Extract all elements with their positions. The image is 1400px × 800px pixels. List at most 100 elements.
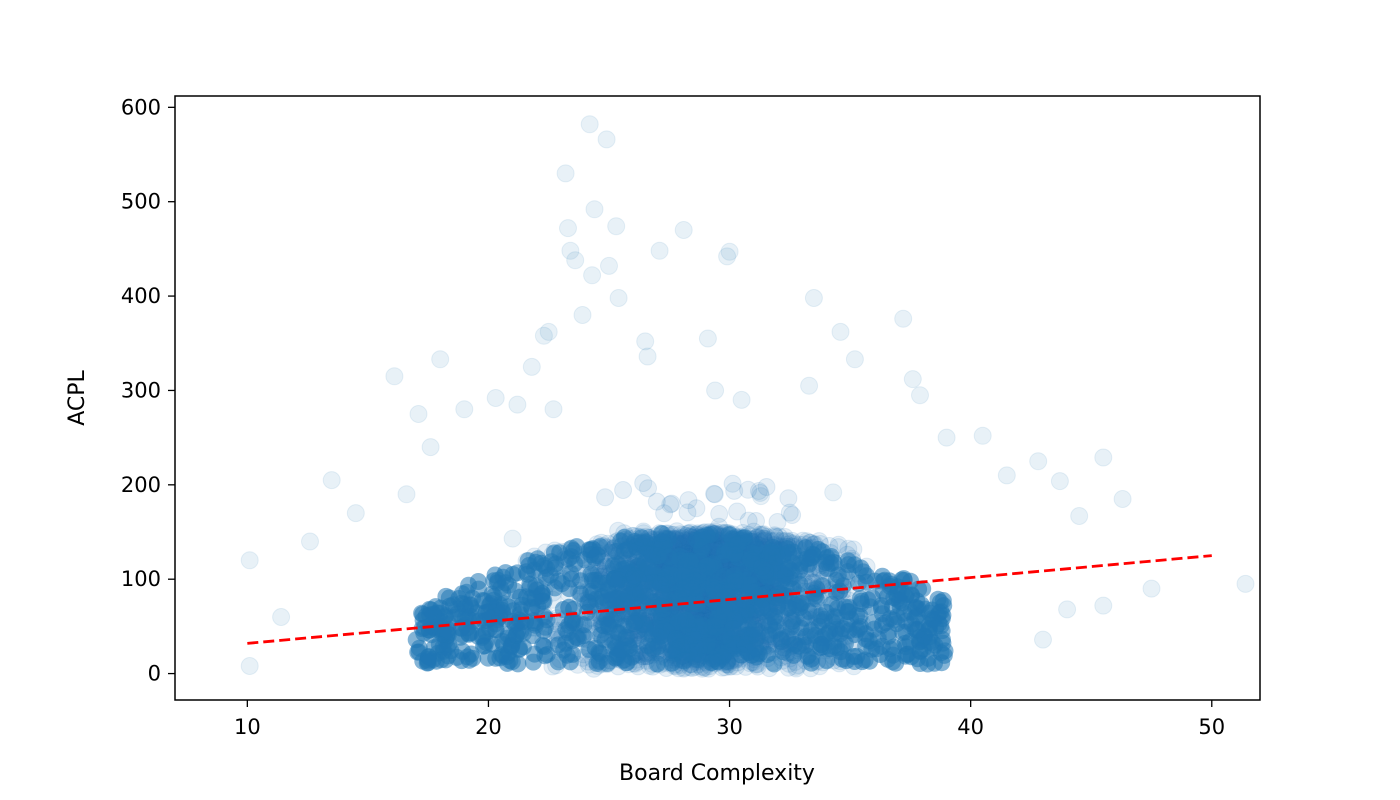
scatter-point bbox=[902, 572, 920, 590]
scatter-point bbox=[560, 616, 578, 634]
scatter-point bbox=[448, 648, 466, 666]
scatter-point bbox=[768, 589, 786, 607]
scatter-point bbox=[936, 642, 954, 660]
scatter-point bbox=[926, 654, 943, 672]
scatter-point bbox=[744, 626, 761, 644]
scatter-point bbox=[634, 474, 653, 492]
scatter-point bbox=[563, 632, 581, 650]
scatter-point bbox=[691, 552, 709, 570]
scatter-point bbox=[584, 571, 601, 589]
scatter-point bbox=[661, 495, 680, 514]
scatter-point bbox=[747, 639, 765, 657]
scatter-point bbox=[667, 630, 685, 648]
scatter-point bbox=[716, 627, 733, 645]
scatter-point bbox=[556, 164, 575, 183]
scatter-point bbox=[566, 251, 585, 270]
scatter-point bbox=[659, 530, 677, 548]
scatter-point bbox=[894, 309, 913, 328]
scatter-point bbox=[911, 655, 929, 672]
scatter-point bbox=[596, 488, 615, 507]
scatter-point bbox=[346, 504, 365, 523]
scatter-point bbox=[857, 637, 875, 655]
scatter-point bbox=[397, 485, 416, 504]
y-tick-label: 200 bbox=[121, 473, 161, 497]
scatter-point bbox=[800, 376, 819, 395]
scatter-point bbox=[576, 551, 593, 569]
scatter-point bbox=[460, 625, 478, 643]
scatter-point bbox=[1034, 630, 1052, 649]
scatter-point bbox=[614, 481, 633, 499]
scatter-point bbox=[836, 635, 854, 653]
scatter-point bbox=[409, 405, 428, 423]
y-axis: 0 100 200 300 400 500 600 bbox=[121, 95, 175, 686]
scatter-point bbox=[766, 608, 783, 626]
scatter-point bbox=[1070, 507, 1089, 525]
scatter-point bbox=[474, 627, 492, 645]
scatter-point bbox=[728, 536, 746, 554]
scatter-point bbox=[652, 575, 670, 593]
scatter-point bbox=[861, 652, 879, 670]
scatter-point bbox=[845, 350, 864, 369]
scatter-point bbox=[617, 629, 635, 646]
y-tick-label: 600 bbox=[121, 95, 161, 119]
scatter-point bbox=[615, 584, 633, 602]
scatter-point bbox=[455, 400, 474, 419]
scatter-point bbox=[561, 241, 580, 260]
scatter-point bbox=[757, 478, 776, 496]
scatter-point bbox=[873, 597, 890, 615]
scatter-point bbox=[1094, 596, 1113, 615]
scatter-point bbox=[559, 219, 577, 238]
y-tick-label: 400 bbox=[121, 284, 161, 308]
scatter-point bbox=[753, 599, 771, 616]
scatter-point bbox=[544, 400, 563, 419]
scatter-point bbox=[747, 512, 765, 530]
x-tick-label: 40 bbox=[957, 715, 984, 739]
scatter-point bbox=[464, 589, 481, 607]
scatter-point bbox=[793, 594, 811, 612]
scatter-point bbox=[549, 653, 567, 671]
scatter-point bbox=[477, 603, 495, 621]
scatter-point bbox=[448, 600, 466, 618]
scatter-point bbox=[585, 200, 604, 219]
scatter-point bbox=[542, 553, 560, 571]
x-axis-label: Board Complexity bbox=[619, 761, 815, 786]
scatter-point bbox=[1058, 600, 1077, 619]
scatter-point bbox=[639, 479, 657, 498]
scatter-point bbox=[301, 532, 319, 551]
scatter-point bbox=[822, 548, 840, 565]
scatter-point bbox=[655, 504, 674, 523]
scatter-point bbox=[865, 620, 883, 638]
scatter-point bbox=[733, 646, 750, 664]
scatter-point bbox=[600, 256, 618, 275]
scatter-point bbox=[563, 570, 580, 588]
scatter-point bbox=[674, 221, 693, 239]
scatter-point bbox=[767, 622, 785, 639]
scatter-point bbox=[721, 602, 739, 619]
scatter-point bbox=[677, 557, 695, 575]
y-tick-label: 500 bbox=[121, 190, 161, 214]
scatter-point bbox=[784, 580, 802, 598]
scatter-point bbox=[801, 549, 819, 567]
scatter-point bbox=[503, 529, 522, 548]
plot-frame bbox=[174, 95, 1261, 701]
scatter-point bbox=[705, 485, 724, 504]
scatter-point bbox=[780, 503, 799, 522]
scatter-point bbox=[824, 613, 841, 631]
scatter-point bbox=[522, 357, 541, 376]
scatter-point bbox=[647, 492, 666, 511]
scatter-point bbox=[808, 580, 826, 598]
scatter-point bbox=[240, 551, 259, 570]
scatter-point bbox=[728, 502, 747, 521]
scatter-point bbox=[997, 466, 1016, 485]
scatter-point bbox=[609, 289, 628, 307]
scatter-point bbox=[739, 480, 758, 499]
scatter-point bbox=[873, 637, 891, 655]
scatter-point bbox=[508, 395, 527, 414]
scatter-point bbox=[420, 648, 438, 666]
trend-line-layer bbox=[247, 554, 1212, 645]
scatter-point bbox=[783, 506, 802, 524]
scatter-point bbox=[840, 599, 858, 616]
scatter-point bbox=[534, 326, 553, 345]
